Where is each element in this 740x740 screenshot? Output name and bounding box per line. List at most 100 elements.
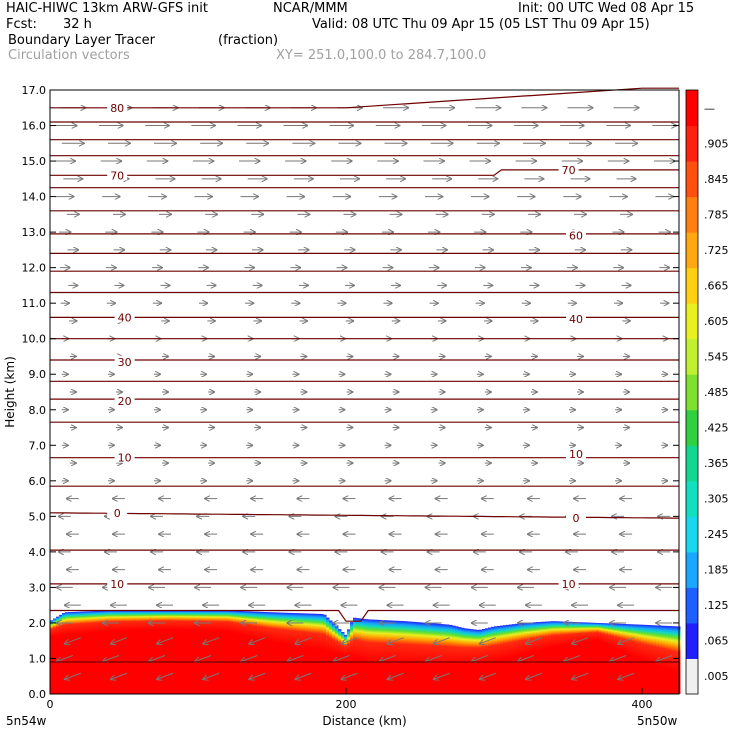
y-tick-label: 14.0 xyxy=(22,191,47,204)
tracer-gradient-strip xyxy=(287,612,291,645)
tracer-gradient-strip xyxy=(413,621,417,664)
contour-label-bg xyxy=(107,101,128,113)
tracer-core-strip xyxy=(584,640,588,694)
colorbar-label: .185 xyxy=(704,564,729,577)
tracer-gradient-strip xyxy=(89,611,93,633)
tracer-core-strip xyxy=(449,663,453,694)
y-tick-label: 3.0 xyxy=(29,581,47,594)
tracer-gradient-strip xyxy=(248,611,252,637)
tracer-core-strip xyxy=(161,628,165,694)
tracer-gradient-strip xyxy=(209,610,213,631)
tracer-core-strip xyxy=(164,628,168,694)
tracer-gradient-strip xyxy=(626,624,630,654)
tracer-core-strip xyxy=(641,658,645,694)
tracer-core-strip xyxy=(284,643,288,694)
vector-arrow xyxy=(57,655,73,661)
tracer-core-strip xyxy=(392,661,396,694)
field-units: (fraction) xyxy=(218,33,279,48)
tracer-core-strip xyxy=(656,664,660,694)
tracer-gradient-strip xyxy=(668,626,672,671)
tracer-core-strip xyxy=(419,662,423,694)
tracer-gradient-strip xyxy=(266,612,270,641)
tracer-gradient-strip xyxy=(305,613,309,648)
tracer-gradient-strip xyxy=(650,625,654,664)
colorbar-label: — xyxy=(704,102,715,115)
y-tick-label: 9.0 xyxy=(29,368,47,381)
tracer-core-strip xyxy=(545,647,549,694)
contour-label: 80 xyxy=(110,102,124,115)
tracer-gradient-strip xyxy=(275,612,279,643)
tracer-gradient-strip xyxy=(113,610,117,631)
colorbar-label: .545 xyxy=(704,350,729,363)
x-tick-label: 0 xyxy=(47,698,54,711)
tracer-core-strip xyxy=(575,642,579,694)
plot-frame xyxy=(49,89,680,695)
tracer-gradient-strip xyxy=(659,625,663,667)
tracer-core-strip xyxy=(650,662,654,694)
contour-label-bg xyxy=(107,577,128,589)
tracer-gradient-strip xyxy=(533,622,537,652)
tracer-core-strip xyxy=(659,665,663,694)
tracer-gradient-strip xyxy=(623,624,627,652)
tracer-gradient-strip xyxy=(584,622,588,642)
tracer-gradient-strip xyxy=(224,610,228,631)
tracer-core-strip xyxy=(383,661,387,694)
tracer-gradient-strip xyxy=(254,611,258,638)
tracer-gradient-strip xyxy=(608,623,612,646)
tracer-gradient-strip xyxy=(317,613,321,650)
vector-arrow xyxy=(526,637,543,644)
tracer-gradient-strip xyxy=(98,610,102,632)
tracer-gradient-strip xyxy=(554,621,558,647)
colorbar-label: .725 xyxy=(704,244,729,257)
header-valid: Valid: 08 UTC Thu 09 Apr 15 (05 LST Thu … xyxy=(312,17,650,32)
tracer-gradient-strip xyxy=(605,623,609,644)
tracer-gradient-strip xyxy=(464,628,468,664)
tracer-core-strip xyxy=(524,652,528,694)
tracer-gradient-strip xyxy=(596,622,600,640)
tracer-gradient-strip xyxy=(641,624,645,660)
tracer-core-strip xyxy=(455,663,459,694)
tracer-core-strip xyxy=(374,660,378,694)
tracer-gradient-strip xyxy=(308,613,312,649)
contour-label-bg xyxy=(114,394,135,406)
tracer-core-strip xyxy=(86,632,90,694)
tracer-core-strip xyxy=(548,646,552,694)
tracer-gradient-strip xyxy=(74,611,78,635)
contour-label: 10 xyxy=(562,578,576,591)
tracer-gradient-strip xyxy=(140,610,144,631)
vector-arrow xyxy=(480,637,496,644)
tracer-core-strip xyxy=(563,644,567,694)
vector-arrow xyxy=(295,672,312,679)
contour-label: 40 xyxy=(569,313,583,326)
contour-label: 0 xyxy=(573,512,580,525)
tracer-core-strip xyxy=(248,635,252,694)
tracer-gradient-strip xyxy=(362,618,366,661)
tracer-core-strip xyxy=(398,661,402,694)
tracer-gradient-strip xyxy=(497,625,501,661)
colorbar-label: .125 xyxy=(704,599,729,612)
contour-label-bg xyxy=(107,169,128,181)
tracer-gradient-strip xyxy=(359,618,363,660)
y-tick-label: 15.0 xyxy=(22,155,47,168)
tracer-core-strip xyxy=(500,658,504,694)
tracer-core-strip xyxy=(323,649,327,694)
x-end-location: 5n50w xyxy=(637,714,678,728)
tracer-gradient-strip xyxy=(143,610,147,630)
tracer-core-strip xyxy=(305,646,309,694)
tracer-gradient-strip xyxy=(506,624,510,659)
tracer-gradient-strip xyxy=(653,625,657,665)
contour-label: 10 xyxy=(569,448,583,461)
y-tick-label: 12.0 xyxy=(22,262,47,275)
vector-arrow xyxy=(388,637,404,644)
tracer-core-strip xyxy=(446,663,450,694)
tracer-core-strip xyxy=(467,662,471,694)
colorbar-segment xyxy=(686,587,698,624)
tracer-core-strip xyxy=(380,660,384,694)
tracer-gradient-strip xyxy=(206,610,210,631)
tracer-core-strip xyxy=(179,628,183,694)
tracer-gradient-strip xyxy=(611,623,615,647)
tracer-core-strip xyxy=(620,649,624,694)
tracer-gradient-strip xyxy=(221,610,225,631)
vector-arrow xyxy=(341,672,358,679)
tracer-gradient-strip xyxy=(218,610,222,631)
